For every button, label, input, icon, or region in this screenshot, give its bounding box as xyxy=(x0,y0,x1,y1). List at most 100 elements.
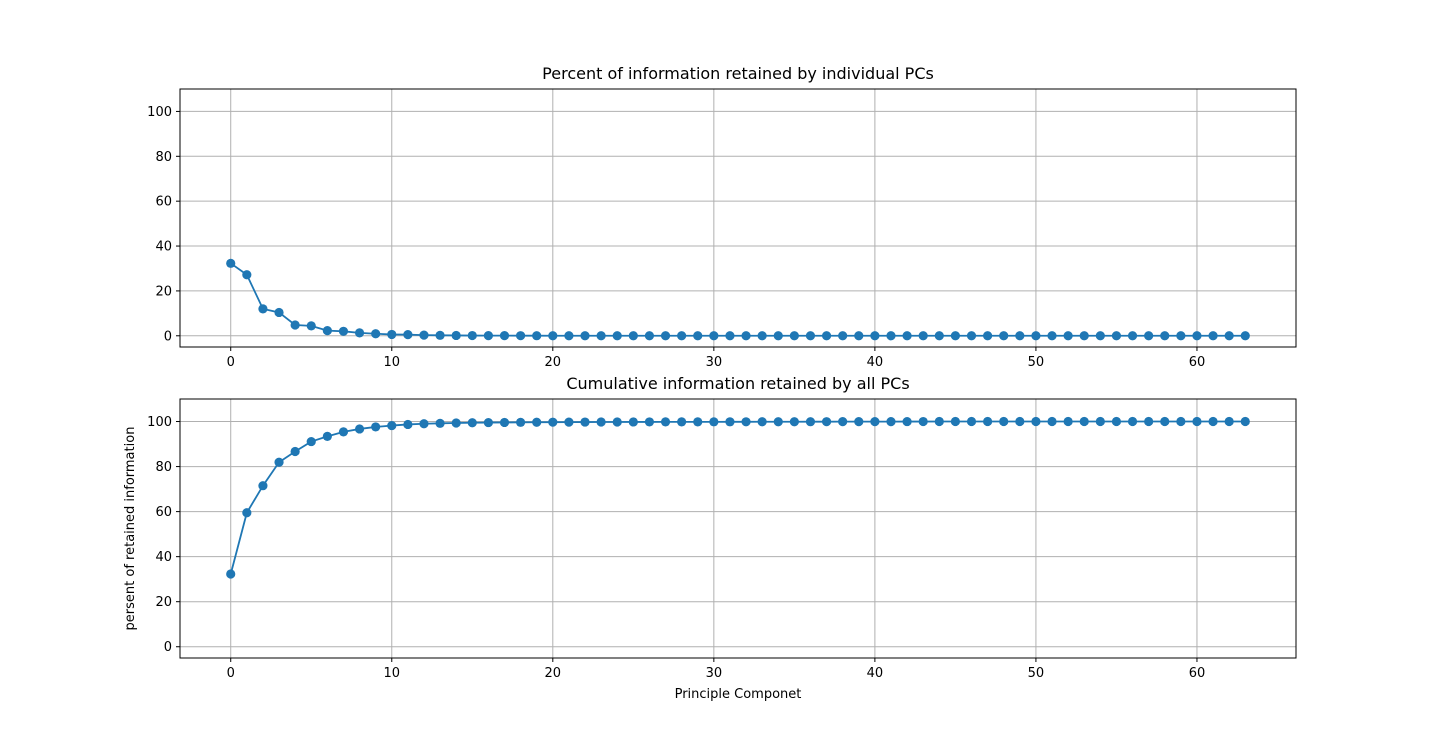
data-point xyxy=(1176,331,1186,341)
data-point xyxy=(306,321,316,331)
data-point xyxy=(983,331,993,341)
data-point xyxy=(1192,416,1202,427)
x-tick-label: 60 xyxy=(1189,355,1206,370)
data-point xyxy=(1111,416,1122,427)
data-point xyxy=(451,418,461,428)
data-point xyxy=(789,331,799,341)
data-point xyxy=(564,417,574,427)
data-point xyxy=(660,331,671,341)
data-point xyxy=(677,331,687,341)
data-point xyxy=(1031,331,1041,341)
data-point xyxy=(1079,416,1089,427)
data-point xyxy=(1160,331,1170,341)
data-point xyxy=(354,424,365,434)
data-point xyxy=(1047,416,1057,427)
x-tick-label: 10 xyxy=(383,666,400,681)
data-point xyxy=(934,331,944,341)
data-point xyxy=(242,508,252,518)
y-tick-label: 80 xyxy=(155,150,172,165)
axes-frame xyxy=(179,398,1297,659)
data-point xyxy=(1192,331,1202,341)
x-tick-label: 30 xyxy=(706,666,723,681)
series-line xyxy=(230,262,1246,337)
data-point xyxy=(532,417,542,427)
data-point xyxy=(580,331,590,341)
x-tick-label: 0 xyxy=(227,355,235,370)
data-point xyxy=(854,331,864,341)
data-point xyxy=(403,330,413,340)
data-point xyxy=(1031,416,1041,427)
data-point xyxy=(1063,331,1073,341)
y-tick-label: 40 xyxy=(155,550,172,565)
data-point xyxy=(1144,331,1154,341)
grid-lines xyxy=(180,89,1296,347)
data-point xyxy=(677,417,687,427)
x-tick-label: 50 xyxy=(1028,666,1045,681)
data-point xyxy=(789,417,799,427)
x-tick-label: 0 xyxy=(227,666,235,681)
data-point xyxy=(741,417,751,427)
y-tick-label: 60 xyxy=(155,505,172,520)
data-point xyxy=(902,331,912,341)
data-point xyxy=(854,417,864,427)
data-point xyxy=(1224,416,1234,427)
y-axis-label: persent of retained information xyxy=(123,427,138,631)
data-point xyxy=(628,417,638,427)
data-point xyxy=(596,331,606,341)
data-point xyxy=(580,417,590,427)
y-tick-label: 20 xyxy=(155,595,172,610)
data-point xyxy=(805,417,816,427)
data-point xyxy=(870,331,880,341)
data-point xyxy=(950,416,961,427)
x-tick-label: 30 xyxy=(706,355,723,370)
data-point xyxy=(387,420,397,431)
data-point xyxy=(1208,416,1218,427)
data-point xyxy=(338,427,349,437)
data-point xyxy=(515,417,526,427)
data-point xyxy=(934,416,944,427)
data-point xyxy=(805,331,816,341)
data-point xyxy=(371,329,381,339)
y-tick-label: 0 xyxy=(164,329,172,344)
data-point xyxy=(1111,331,1122,341)
x-tick-label: 20 xyxy=(545,355,562,370)
data-point xyxy=(757,331,767,341)
data-point xyxy=(1127,416,1138,427)
data-point xyxy=(354,328,365,338)
data-point xyxy=(483,331,493,341)
data-point xyxy=(387,329,397,340)
data-point xyxy=(660,417,671,427)
data-point xyxy=(612,331,622,341)
y-tick-label: 80 xyxy=(155,460,172,475)
data-point xyxy=(258,481,268,491)
data-point xyxy=(1047,331,1057,341)
data-point xyxy=(966,416,977,427)
x-tick-label: 20 xyxy=(545,666,562,681)
data-point xyxy=(435,330,445,340)
data-point xyxy=(838,331,848,341)
data-point xyxy=(419,419,429,429)
data-point xyxy=(628,331,638,341)
y-tick-label: 100 xyxy=(147,105,172,120)
data-point xyxy=(741,331,751,341)
y-tick-label: 100 xyxy=(147,415,172,430)
data-point xyxy=(564,331,574,341)
data-point xyxy=(693,331,703,341)
data-point xyxy=(435,418,445,428)
data-point xyxy=(1240,331,1250,341)
series-line xyxy=(229,420,1246,575)
data-point xyxy=(483,417,493,428)
top-chart-title: Percent of information retained by indiv… xyxy=(542,64,934,83)
bottom-subplot: Principle Componet persent of retained i… xyxy=(123,374,1297,702)
data-point xyxy=(950,331,961,341)
data-point xyxy=(1176,416,1186,427)
data-point xyxy=(290,320,300,330)
x-axis-label: Principle Componet xyxy=(675,687,802,702)
data-point xyxy=(886,416,896,427)
data-point xyxy=(403,419,413,430)
data-point xyxy=(322,326,332,336)
data-point xyxy=(999,331,1009,341)
data-point xyxy=(725,417,735,427)
y-tick-label: 40 xyxy=(155,240,172,255)
data-point xyxy=(306,436,316,447)
